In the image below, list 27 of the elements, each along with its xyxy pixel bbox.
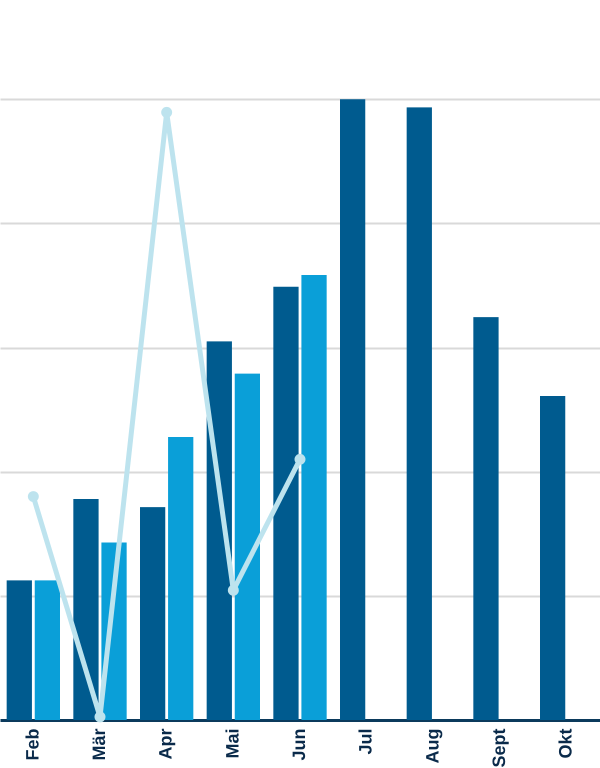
x-tick-label: Sept: [489, 728, 509, 768]
bar: [34, 580, 60, 720]
bar: [273, 286, 299, 720]
point: [294, 454, 306, 465]
x-tick-label: Mai: [222, 728, 242, 759]
point: [161, 106, 172, 118]
bar: [234, 374, 260, 720]
bar: [6, 580, 32, 720]
bar: [140, 507, 166, 720]
bar: [206, 341, 232, 720]
x-tick-label: Jul: [356, 728, 376, 755]
x-tick-label: Okt: [556, 728, 576, 759]
bar: [540, 396, 566, 720]
x-tick-label: Mär: [89, 728, 109, 761]
bar: [406, 107, 432, 720]
bar: [73, 499, 99, 720]
bar: [168, 436, 194, 720]
x-tick-label: Aug: [422, 728, 442, 764]
x-tick-label: Feb: [22, 728, 42, 761]
point: [94, 711, 106, 722]
point: [228, 584, 239, 596]
bar: [340, 99, 366, 720]
point: [28, 491, 39, 502]
x-tick-label: Jun: [289, 728, 309, 761]
bar: [473, 317, 499, 720]
bar: [301, 274, 327, 720]
x-tick-label: Apr: [156, 728, 176, 760]
